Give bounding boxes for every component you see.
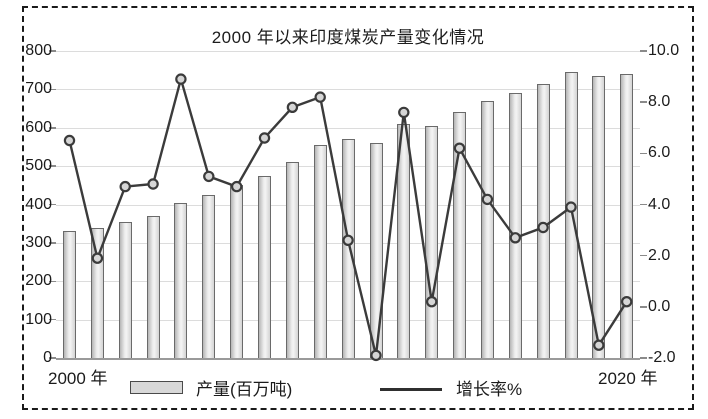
left-axis-tick-label: 500 [25,157,52,175]
left-axis-tick-label: 100 [25,310,52,328]
production-bar-2012 [397,123,411,358]
line-marker-2018 [565,201,577,213]
legend-bar-swatch [130,381,183,394]
line-marker-2006 [230,180,243,193]
right-axis-tick [640,306,647,308]
line-path [68,74,628,356]
line-marker-2004 [175,73,187,85]
left-axis-tick-label: 800 [25,42,52,59]
right-axis-tick-label: 0.0 [648,297,671,315]
production-bar-2003 [146,216,160,358]
production-bar-2018 [564,72,578,358]
production-bar-2016 [508,93,522,358]
production-bar-2009 [313,145,327,358]
line-marker-2019 [593,339,605,351]
line-marker-2011 [370,349,382,362]
left-axis-tick [49,357,56,359]
right-axis-tick-label: -2.0 [648,349,676,366]
growth-rate-line [63,73,633,362]
legend-line-swatch [380,388,442,391]
gridline-800 [56,51,640,52]
left-axis-tick [49,242,56,244]
right-axis-tick-label: 8.0 [648,93,671,111]
right-axis-tick-label: 2.0 [648,246,671,264]
line-marker-2014 [453,142,466,154]
right-axis-tick [640,50,647,52]
gridline-700 [56,89,640,91]
line-marker-2013 [426,295,438,308]
line-marker-2003 [147,178,159,190]
line-marker-2015 [481,193,494,206]
production-bar-2000 [63,231,76,358]
line-marker-2008 [286,101,299,114]
production-bar-2005 [202,194,216,358]
line-marker-2020 [621,295,633,308]
line-marker-2005 [203,170,215,183]
line-marker-2000 [63,134,76,147]
left-axis-tick-label: 700 [25,80,52,98]
dashed-border [22,6,694,410]
left-axis-tick-label: 0 [43,349,52,366]
line-marker-2009 [314,91,326,103]
right-axis-tick [640,152,647,155]
line-marker-2010 [342,234,354,246]
legend-bar-label: 产量(百万吨) [196,380,293,399]
line-marker-2012 [398,106,410,119]
legend-line-label: 增长率% [456,380,523,399]
left-axis-tick-label: 600 [25,118,52,136]
left-axis-tick [49,50,56,52]
line-marker-2007 [258,132,271,144]
left-axis-tick [49,203,56,206]
right-axis-tick-label: 4.0 [648,195,671,213]
production-bar-2020 [620,74,634,358]
x-axis-label-first: 2000 年 [48,369,108,388]
right-axis-tick [640,203,647,206]
left-axis-tick-label: 300 [25,233,52,251]
left-axis-tick [49,318,56,321]
left-axis-tick [49,127,56,129]
right-axis-tick-label: 10.0 [648,42,680,59]
left-axis-tick-label: 200 [25,272,52,290]
left-axis-tick [49,280,56,282]
chart-title: 2000 年以来印度煤炭产量变化情况 [211,28,485,47]
production-bar-2002 [118,221,132,358]
plot-area [49,50,647,362]
production-bar-2019 [592,75,606,358]
right-axis-tick-label: 6.0 [648,144,671,162]
production-bar-2004 [174,202,188,358]
line-marker-2002 [119,180,131,193]
production-bar-2014 [453,112,466,358]
left-axis-tick-label: 400 [25,195,52,213]
right-axis-tick [640,254,647,257]
line-marker-2001 [91,252,104,264]
x-axis-label-last: 2020 年 [598,369,658,388]
line-marker-2016 [509,232,521,244]
right-axis-tick [640,357,647,359]
left-axis-tick [49,88,56,91]
production-bar-2008 [285,162,299,358]
right-axis-tick [640,101,647,103]
production-bar-2015 [480,100,494,358]
production-bar-2011 [369,143,383,358]
left-axis-tick [49,165,56,167]
gridline-600 [56,127,640,129]
production-bar-2007 [258,175,271,358]
production-bar-2010 [341,139,355,358]
production-bar-2017 [536,83,550,358]
line-marker-2017 [537,221,549,234]
